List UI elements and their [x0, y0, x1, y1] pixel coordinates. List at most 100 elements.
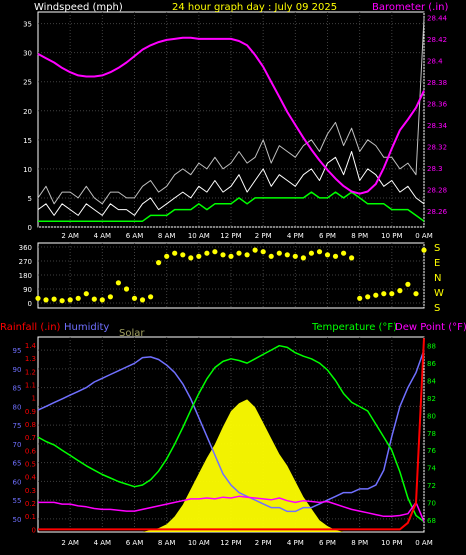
- rainfall-tick-label: 0: [32, 526, 36, 534]
- temp-x-tick-label: 0 AM: [415, 539, 433, 547]
- temp-x-tick-label: 4 PM: [287, 539, 304, 547]
- direction-point: [300, 255, 306, 261]
- direction-point: [51, 296, 57, 302]
- windspeed-tick-label: 25: [23, 79, 32, 87]
- humidity-tick-label: 60: [13, 478, 22, 486]
- direction-point: [236, 250, 242, 256]
- rainfall-tick-label: 0.3: [25, 487, 36, 495]
- compass-label: E: [434, 258, 440, 269]
- wind-x-tick-label: 8 PM: [351, 232, 368, 240]
- gust-line: [37, 17, 425, 205]
- rainfall-tick-label: 1: [32, 395, 36, 403]
- barometer-tick-label: 28.42: [427, 36, 447, 44]
- temperature-tick-label: 88: [427, 343, 436, 351]
- humidity-tick-label: 80: [13, 403, 22, 411]
- barometer-tick-label: 28.4: [427, 57, 443, 65]
- direction-point: [99, 297, 105, 303]
- direction-tick-label: 90: [23, 286, 32, 294]
- wind-x-tick-label: 6 PM: [319, 232, 336, 240]
- wind-x-tick-label: 4 PM: [287, 232, 304, 240]
- windspeed-line: [37, 151, 425, 216]
- direction-point: [413, 291, 419, 297]
- direction-point: [292, 253, 298, 259]
- rainfall-tick-label: 1.3: [25, 355, 36, 363]
- direction-point: [131, 295, 138, 301]
- temperature-tick-label: 84: [427, 378, 436, 386]
- direction-point: [244, 252, 250, 258]
- direction-point: [284, 252, 290, 258]
- windspeed-tick-label: 35: [23, 21, 32, 29]
- rainfall-tick-label: 0.8: [25, 421, 36, 429]
- temp-x-tick-label: 2 PM: [255, 539, 272, 547]
- windspeed-tick-label: 30: [23, 50, 32, 58]
- rainfall-line: [38, 338, 425, 531]
- humidity-axis-label: Humidity: [64, 322, 109, 333]
- chart-marks: [35, 17, 427, 532]
- direction-point: [405, 281, 411, 287]
- direction-point: [67, 297, 73, 303]
- direction-point: [220, 252, 226, 258]
- humidity-tick-label: 85: [13, 385, 22, 393]
- direction-tick-label: 0: [28, 300, 32, 308]
- direction-point: [188, 255, 194, 261]
- temperature-tick-label: 74: [427, 465, 436, 473]
- solar-area: [38, 399, 424, 532]
- temperature-line: [37, 344, 425, 523]
- wind-x-tick-label: 4 AM: [94, 232, 112, 240]
- barometer-axis-label: Barometer (.in): [372, 2, 448, 13]
- direction-point: [260, 249, 266, 255]
- compass-label: S: [434, 303, 440, 314]
- dewpoint-axis-label: Dew Point (°F): [395, 322, 466, 333]
- temperature-tick-label: 82: [427, 395, 436, 403]
- direction-point: [332, 253, 339, 259]
- direction-point: [156, 260, 162, 266]
- rainfall-tick-label: 0.6: [25, 447, 37, 455]
- temp-x-tick-label: 10 AM: [188, 539, 210, 547]
- temperature-tick-label: 78: [427, 430, 436, 438]
- windspeed-tick-label: 5: [28, 195, 32, 203]
- direction-point: [373, 292, 379, 298]
- barometer-tick-label: 28.36: [427, 100, 448, 108]
- windspeed-tick-label: 0: [28, 224, 32, 232]
- wind-x-tick-label: 12 PM: [220, 232, 241, 240]
- humidity-tick-label: 65: [13, 460, 22, 468]
- barometer-tick-label: 28.28: [427, 186, 447, 194]
- temp-x-tick-label: 8 PM: [351, 539, 368, 547]
- temperature-tick-label: 80: [427, 412, 436, 420]
- direction-point: [228, 253, 234, 259]
- compass-label: W: [434, 288, 444, 299]
- rainfall-tick-label: 1.2: [25, 368, 36, 376]
- solar-axis-label: Solar: [119, 328, 145, 339]
- direction-point: [204, 250, 210, 256]
- barometer-tick-label: 28.26: [427, 208, 448, 216]
- barometer-line: [37, 36, 425, 195]
- wind-x-tick-label: 8 AM: [158, 232, 176, 240]
- rainfall-tick-label: 0.7: [25, 434, 36, 442]
- direction-point: [365, 294, 371, 300]
- temp-x-tick-label: 12 PM: [220, 539, 241, 547]
- rainfall-tick-label: 0.5: [25, 460, 36, 468]
- direction-point: [308, 250, 314, 256]
- compass-label: S: [434, 243, 440, 254]
- temp-x-tick-label: 6 AM: [126, 539, 144, 547]
- rainfall-tick-label: 0.4: [25, 474, 37, 482]
- direction-point: [324, 252, 331, 258]
- direction-point: [123, 286, 130, 292]
- dewpoint-line: [38, 495, 425, 522]
- temp-x-tick-label: 8 AM: [158, 539, 176, 547]
- humidity-tick-label: 90: [13, 366, 22, 374]
- temp-x-tick-label: 6 PM: [319, 539, 336, 547]
- direction-point: [341, 250, 347, 256]
- temperature-tick-label: 72: [427, 482, 436, 490]
- direction-point: [357, 295, 363, 301]
- temp-x-tick-label: 4 AM: [94, 539, 112, 547]
- temperature-axis-label: Temperature (°F): [311, 322, 397, 333]
- windspeed-tick-label: 20: [23, 108, 32, 116]
- direction-point: [35, 295, 41, 301]
- wind-average-line: [38, 191, 425, 222]
- direction-point: [148, 294, 154, 300]
- direction-point: [107, 294, 113, 300]
- rainfall-tick-label: 0.1: [25, 513, 36, 521]
